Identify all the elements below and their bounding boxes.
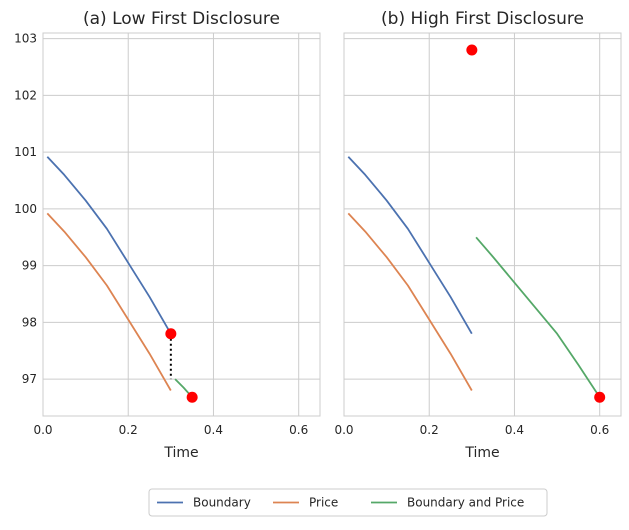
panel-b: 0.0 0.2 0.4 0.6 (b) High First Disclosure Tim… bbox=[334, 9, 622, 461]
y-tick-label: 103 bbox=[14, 32, 37, 46]
legend-label-price: Price bbox=[309, 496, 338, 510]
x-tick-label: 0.2 bbox=[420, 423, 439, 437]
series-line-boundary bbox=[347, 156, 473, 335]
axes-frame bbox=[42, 32, 321, 417]
x-tick-label: 0.0 bbox=[33, 423, 52, 437]
legend: Boundary Price Boundary and Price bbox=[148, 488, 548, 517]
data-point-marker bbox=[594, 391, 606, 403]
series-line-boundary bbox=[46, 156, 172, 335]
x-tick-label: 0.0 bbox=[334, 423, 353, 437]
x-tick-label: 0.4 bbox=[204, 423, 223, 437]
legend-frame bbox=[148, 488, 548, 517]
axes-frame bbox=[343, 32, 622, 417]
legend-label-boundary: Boundary bbox=[193, 496, 251, 510]
chart-title: (a) Low First Disclosure bbox=[83, 9, 280, 29]
x-tick-label: 0.6 bbox=[289, 423, 308, 437]
x-tick-label: 0.6 bbox=[590, 423, 609, 437]
legend-label-boundary-and-price: Boundary and Price bbox=[407, 496, 524, 510]
y-tick-label: 101 bbox=[14, 145, 37, 159]
data-point-marker bbox=[186, 391, 198, 403]
x-axis-label: Time bbox=[163, 445, 198, 461]
x-tick-label: 0.4 bbox=[505, 423, 524, 437]
panel-a: 0.0 0.2 0.4 0.6 97 98 99 100 101 102 103 (a) Low Fi… bbox=[14, 9, 321, 461]
y-tick-label: 97 bbox=[22, 372, 37, 386]
series-line-price bbox=[46, 212, 172, 391]
y-tick-label: 102 bbox=[14, 88, 37, 102]
series-line-boundary-and-price bbox=[475, 236, 601, 398]
y-tick-label: 98 bbox=[22, 315, 37, 329]
data-point-marker bbox=[165, 328, 177, 340]
x-axis-label: Time bbox=[464, 445, 499, 461]
y-tick-label: 99 bbox=[22, 259, 37, 273]
data-point-marker bbox=[466, 44, 478, 56]
series-line-price bbox=[347, 212, 473, 391]
chart-title: (b) High First Disclosure bbox=[381, 9, 584, 29]
x-tick-label: 0.2 bbox=[119, 423, 138, 437]
y-tick-label: 100 bbox=[14, 202, 37, 216]
